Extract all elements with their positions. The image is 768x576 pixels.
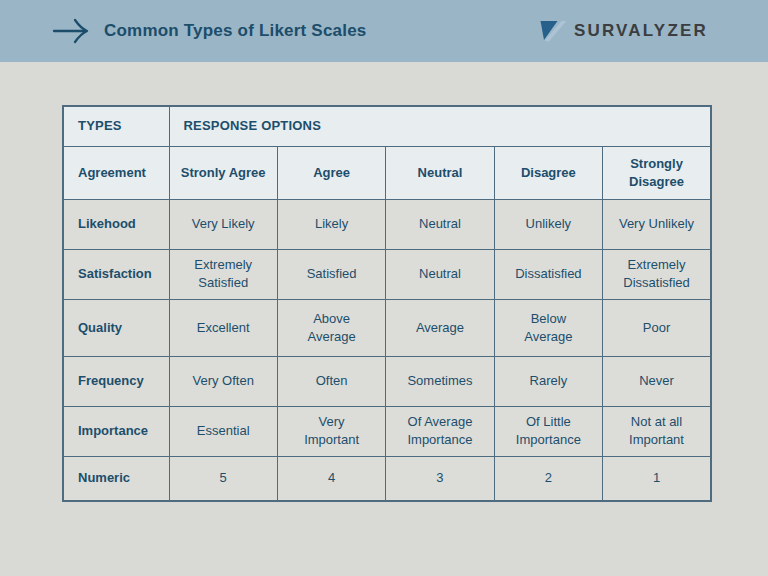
table-cell: Of Average Importance <box>386 406 494 456</box>
table-cell: 1 <box>603 456 711 501</box>
row-type-cell: Satisfaction <box>63 249 169 299</box>
table-cell: Extremely Satisfied <box>169 249 277 299</box>
table-cell: Sometimes <box>386 356 494 406</box>
table-cell: Often <box>277 356 385 406</box>
table-row-agreement: Agreement Stronly Agree Agree Neutral Di… <box>63 146 711 199</box>
table-cell: Stronly Agree <box>169 146 277 199</box>
table-cell: Of Little Importance <box>494 406 602 456</box>
row-type-cell: Importance <box>63 406 169 456</box>
likert-scales-table: TYPES RESPONSE OPTIONS Agreement Stronly… <box>62 105 712 502</box>
table-row-quality: Quality Excellent Above Average Average … <box>63 299 711 356</box>
table-row-importance: Importance Essential Very Important Of A… <box>63 406 711 456</box>
table-cell: Excellent <box>169 299 277 356</box>
table-cell: Satisfied <box>277 249 385 299</box>
table-cell: Very Often <box>169 356 277 406</box>
table-cell: Disagree <box>494 146 602 199</box>
table-cell: Neutral <box>386 199 494 249</box>
table-cell: 2 <box>494 456 602 501</box>
table-cell: Unlikely <box>494 199 602 249</box>
table-cell: Never <box>603 356 711 406</box>
table-cell: Poor <box>603 299 711 356</box>
table-cell: Below Average <box>494 299 602 356</box>
row-type-cell: Quality <box>63 299 169 356</box>
table-cell: Neutral <box>386 249 494 299</box>
table-cell: Neutral <box>386 146 494 199</box>
header-bar: Common Types of Likert Scales SURVALYZER <box>0 0 768 62</box>
row-type-cell: Numeric <box>63 456 169 501</box>
row-type-cell: Likehood <box>63 199 169 249</box>
table-cell: Not at all Important <box>603 406 711 456</box>
table-cell: 5 <box>169 456 277 501</box>
survalyzer-logo-text: SURVALYZER <box>574 21 708 41</box>
table-row-frequency: Frequency Very Often Often Sometimes Rar… <box>63 356 711 406</box>
response-options-header-cell: RESPONSE OPTIONS <box>169 106 711 146</box>
table-cell: Extremely Dissatisfied <box>603 249 711 299</box>
table-cell: Very Important <box>277 406 385 456</box>
table-cell: 3 <box>386 456 494 501</box>
table-cell: Likely <box>277 199 385 249</box>
types-header-cell: TYPES <box>63 106 169 146</box>
table-cell: Above Average <box>277 299 385 356</box>
page-title: Common Types of Likert Scales <box>104 21 366 41</box>
table-cell: Strongly Disagree <box>603 146 711 199</box>
table-cell: Essential <box>169 406 277 456</box>
table-row-numeric: Numeric 5 4 3 2 1 <box>63 456 711 501</box>
row-type-cell: Frequency <box>63 356 169 406</box>
table-cell: Dissatisfied <box>494 249 602 299</box>
right-arrow-icon <box>52 16 92 46</box>
table-header-row: TYPES RESPONSE OPTIONS <box>63 106 711 146</box>
table-row-likehood: Likehood Very Likely Likely Neutral Unli… <box>63 199 711 249</box>
table-cell: Very Unlikely <box>603 199 711 249</box>
table-cell: Agree <box>277 146 385 199</box>
row-type-cell: Agreement <box>63 146 169 199</box>
table-cell: Average <box>386 299 494 356</box>
table-cell: Rarely <box>494 356 602 406</box>
table-row-satisfaction: Satisfaction Extremely Satisfied Satisfi… <box>63 249 711 299</box>
table-cell: 4 <box>277 456 385 501</box>
survalyzer-logo: SURVALYZER <box>540 0 708 62</box>
page: Common Types of Likert Scales SURVALYZER… <box>0 0 768 576</box>
survalyzer-mark-icon <box>540 20 567 43</box>
table-cell: Very Likely <box>169 199 277 249</box>
